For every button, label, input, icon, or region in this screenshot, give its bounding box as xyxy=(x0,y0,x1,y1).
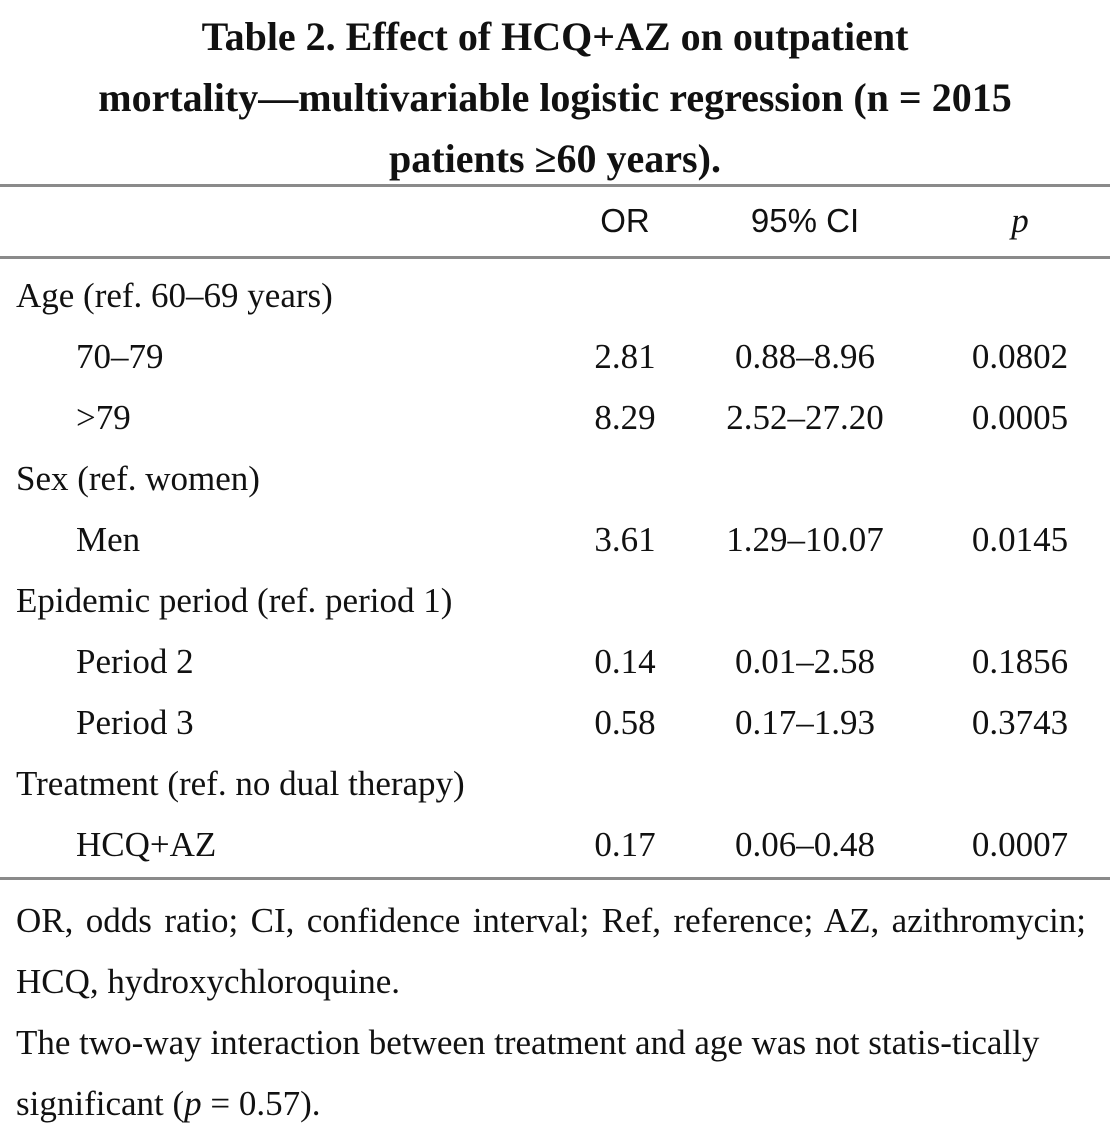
cell-p: 0.1856 xyxy=(971,642,1069,681)
cell-p: 0.0802 xyxy=(971,337,1069,376)
header-p: p xyxy=(1011,201,1029,240)
abbreviations-note: OR, odds ratio; CI, confidence interval;… xyxy=(16,901,1086,1001)
row-sublabel: 70–79 xyxy=(76,337,164,376)
row-sublabel: Period 3 xyxy=(76,703,194,742)
title-line-1: Table 2. Effect of HCQ+AZ on outpatient xyxy=(201,14,909,59)
cell-ci: 1.29–10.07 xyxy=(726,520,884,559)
header-or: OR xyxy=(600,202,650,239)
cell-ci: 0.01–2.58 xyxy=(735,642,875,681)
cell-or: 0.17 xyxy=(594,825,656,864)
header-ci: 95% CI xyxy=(750,202,860,239)
row-group-label: Epidemic period (ref. period 1) xyxy=(16,581,453,620)
cell-p: 0.0005 xyxy=(971,398,1069,437)
cell-ci: 2.52–27.20 xyxy=(726,398,884,437)
cell-or: 0.14 xyxy=(594,642,656,681)
interaction-note-end: = 0.57). xyxy=(201,1084,321,1123)
header-rule xyxy=(0,256,1110,259)
row-group-label: Treatment (ref. no dual therapy) xyxy=(16,764,465,803)
interaction-p-symbol: p xyxy=(184,1084,202,1123)
row-group-label: Age (ref. 60–69 years) xyxy=(16,276,333,315)
cell-p: 0.0145 xyxy=(971,520,1069,559)
row-sublabel: HCQ+AZ xyxy=(76,825,217,864)
bottom-rule xyxy=(0,877,1110,880)
cell-or: 0.58 xyxy=(594,703,656,742)
row-sublabel: >79 xyxy=(76,398,131,437)
cell-or: 2.81 xyxy=(594,337,656,376)
cell-ci: 0.88–8.96 xyxy=(735,337,875,376)
cell-p: 0.0007 xyxy=(971,825,1069,864)
interaction-note-text: The two-way interaction between treatmen… xyxy=(16,1023,1040,1123)
cell-ci: 0.17–1.93 xyxy=(735,703,875,742)
cell-p: 0.3743 xyxy=(971,703,1069,742)
row-group-label: Sex (ref. women) xyxy=(16,459,260,498)
table-title: Table 2. Effect of HCQ+AZ on outpatient … xyxy=(0,6,1110,189)
cell-or: 3.61 xyxy=(594,520,656,559)
title-line-2: mortality—multivariable logistic regress… xyxy=(98,75,1012,120)
title-line-3: patients ≥60 years). xyxy=(389,136,721,181)
interaction-note: The two-way interaction between treatmen… xyxy=(16,1012,1086,1134)
cell-ci: 0.06–0.48 xyxy=(735,825,875,864)
cell-or: 8.29 xyxy=(594,398,656,437)
row-sublabel: Period 2 xyxy=(76,642,194,681)
top-rule xyxy=(0,184,1110,187)
table-footnotes: OR, odds ratio; CI, confidence interval;… xyxy=(16,890,1086,1134)
row-sublabel: Men xyxy=(76,520,141,559)
